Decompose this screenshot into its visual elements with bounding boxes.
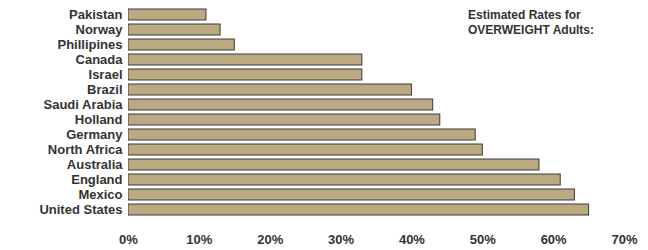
svg-text:North Africa: North Africa (48, 142, 123, 157)
svg-text:Brazil: Brazil (87, 82, 122, 97)
svg-text:Saudi Arabia: Saudi Arabia (44, 97, 124, 112)
svg-text:Israel: Israel (89, 67, 123, 82)
svg-text:Canada: Canada (76, 52, 124, 67)
svg-text:Phillipines: Phillipines (57, 37, 122, 52)
svg-text:0%: 0% (119, 232, 138, 247)
svg-text:Norway: Norway (76, 22, 124, 37)
svg-text:Germany: Germany (66, 127, 123, 142)
svg-text:Australia: Australia (67, 157, 123, 172)
svg-text:England: England (71, 172, 122, 187)
svg-text:Mexico: Mexico (78, 187, 122, 202)
svg-text:10%: 10% (186, 232, 212, 247)
svg-text:60%: 60% (541, 232, 567, 247)
svg-text:50%: 50% (470, 232, 496, 247)
html-text:Estimated Rates for OVERWEIGHT: Estimated Rates for OVERWEIGHT Adults: (468, 8, 594, 37)
svg-text:70%: 70% (611, 232, 637, 247)
svg-text:40%: 40% (399, 232, 425, 247)
svg-text:20%: 20% (257, 232, 283, 247)
svg-text:30%: 30% (328, 232, 354, 247)
svg-text:Pakistan: Pakistan (69, 7, 123, 22)
svg-text:United States: United States (39, 202, 122, 217)
svg-text:Holland: Holland (75, 112, 123, 127)
